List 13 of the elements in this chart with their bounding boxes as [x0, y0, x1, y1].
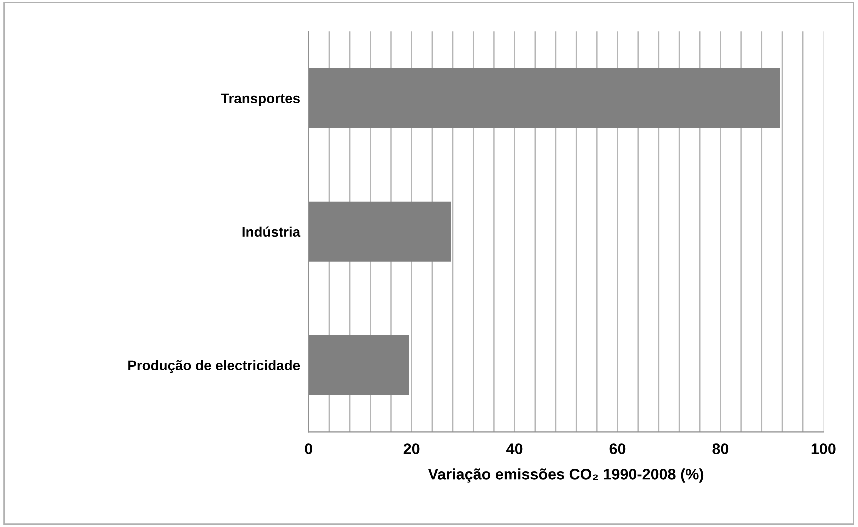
x-tick-label: 100: [812, 444, 836, 454]
x-tick-label: 80: [712, 444, 729, 454]
bar: [308, 202, 452, 262]
x-tick-label: 20: [404, 444, 420, 454]
bar: [308, 335, 410, 396]
x-tick-label: 40: [506, 444, 523, 454]
bar: [308, 68, 780, 128]
y-tick-label: Indústria: [242, 226, 301, 238]
x-tick-label: 60: [610, 444, 626, 454]
y-tick-label: Transportes: [221, 94, 300, 106]
x-axis-title: Variação emissões CO₂ 1990-2008 (%): [428, 468, 704, 483]
x-tick-label: 0: [305, 444, 313, 454]
y-tick-label: Produção de electricidade: [128, 360, 300, 374]
